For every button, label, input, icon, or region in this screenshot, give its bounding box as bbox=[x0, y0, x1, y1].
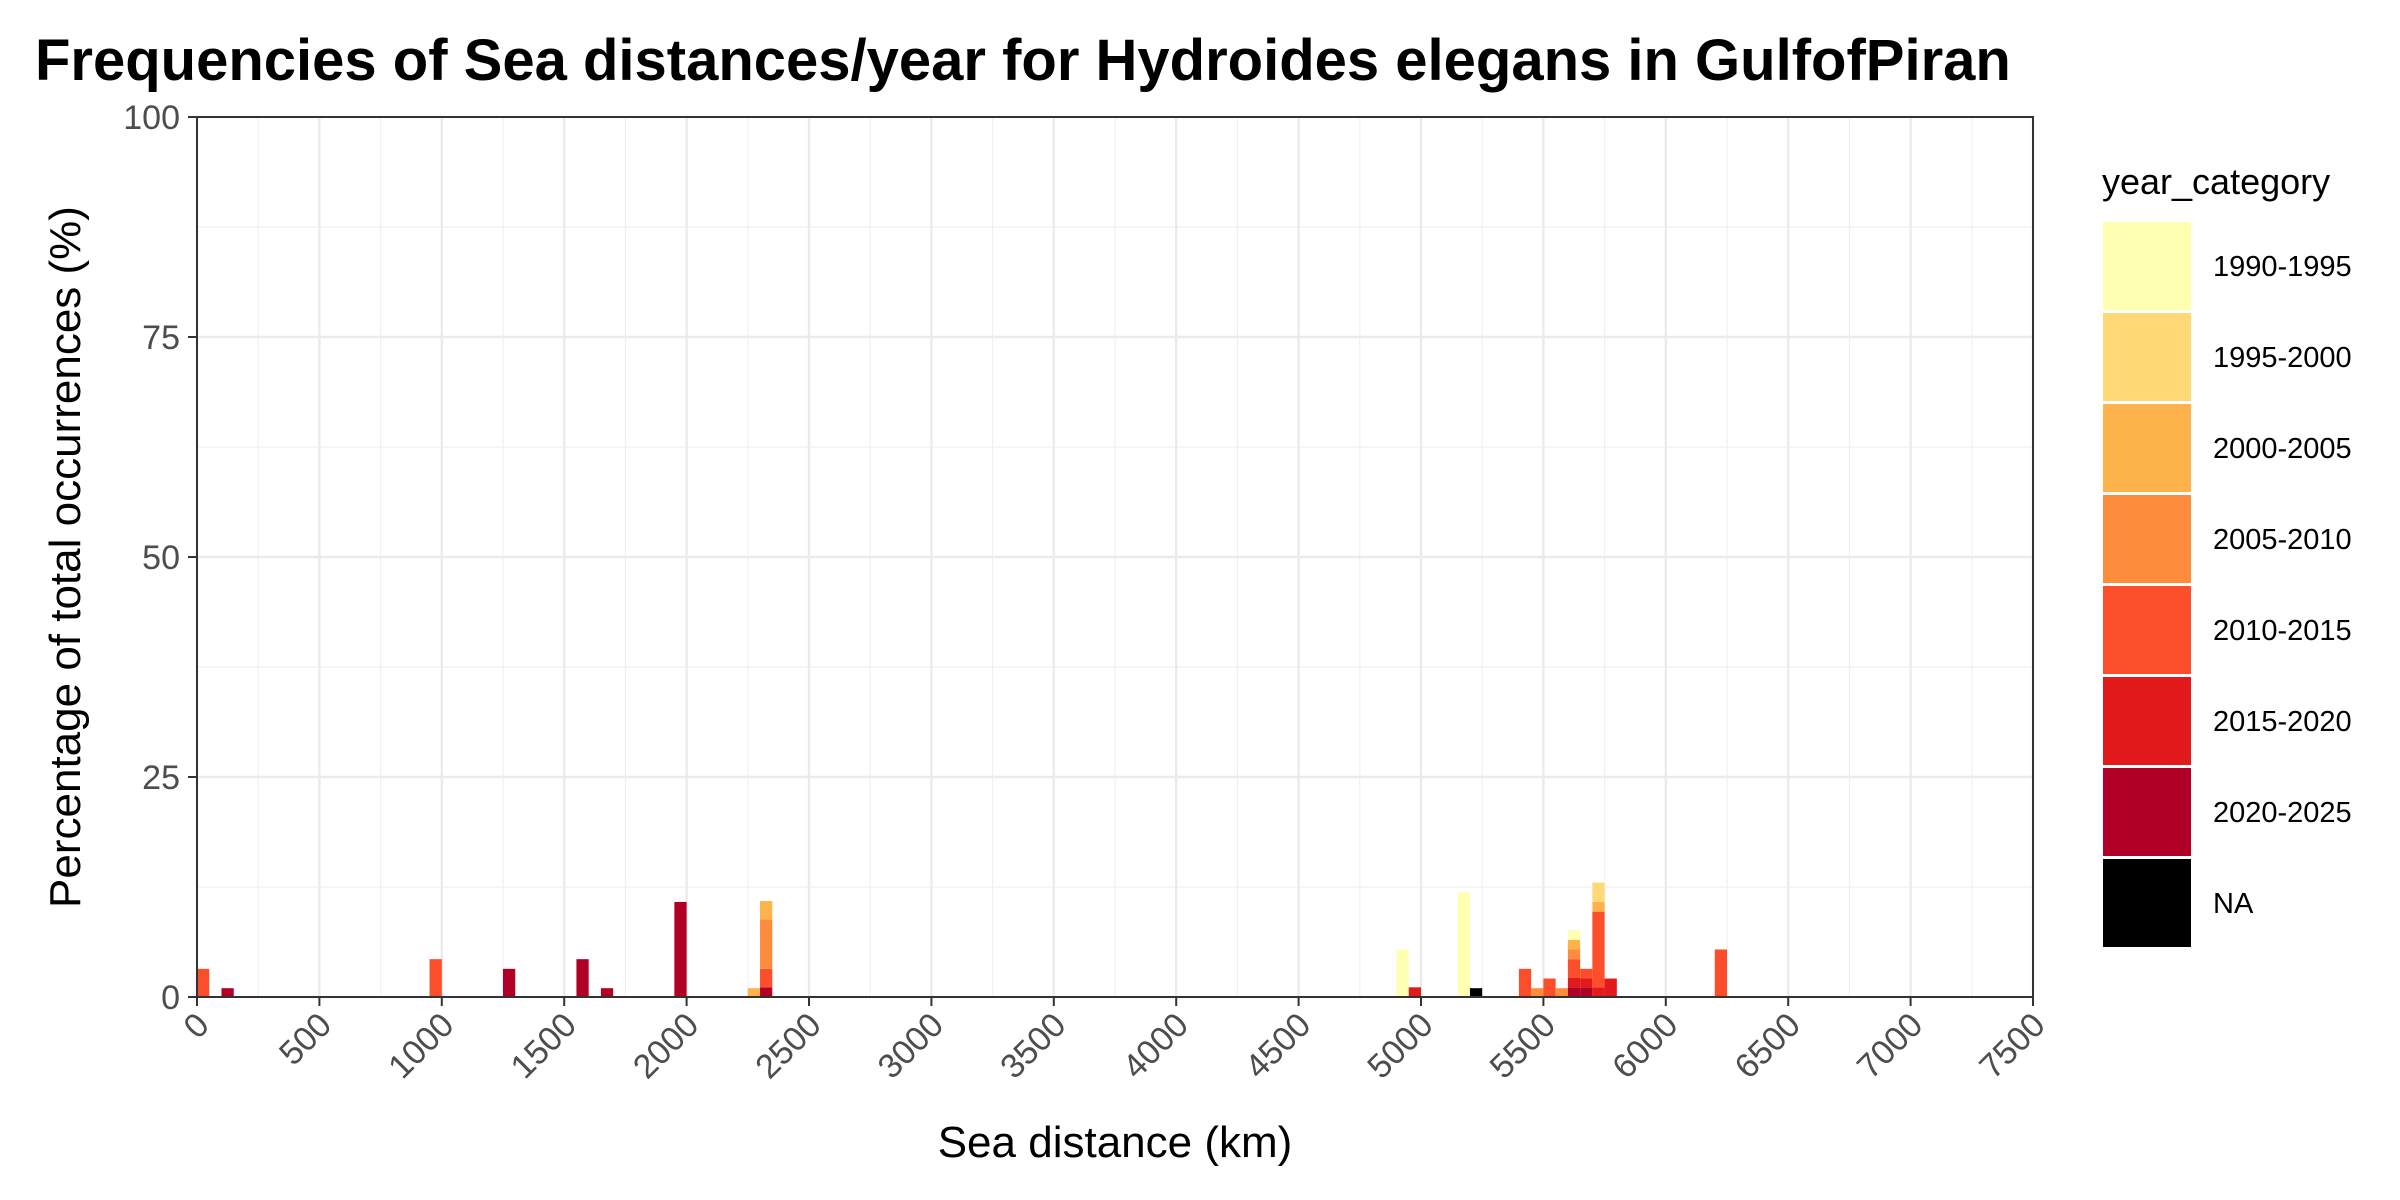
bar-segment bbox=[1457, 892, 1470, 997]
x-tick-label: 7500 bbox=[1972, 1006, 2052, 1086]
bar-segment bbox=[760, 968, 773, 988]
bar-segment bbox=[429, 959, 442, 997]
y-tick-label: 0 bbox=[161, 979, 180, 1017]
bar-segment bbox=[1396, 949, 1409, 997]
x-tick-label: 5000 bbox=[1360, 1006, 1440, 1086]
bar-segment bbox=[1567, 930, 1581, 940]
y-tick-label: 25 bbox=[142, 759, 180, 797]
bar-segment bbox=[1531, 988, 1544, 997]
y-tick-label: 100 bbox=[123, 99, 180, 137]
bar-segment bbox=[760, 987, 773, 997]
bar-segment bbox=[1518, 968, 1532, 997]
bars bbox=[197, 882, 1727, 997]
bar-segment bbox=[1555, 988, 1568, 997]
legend-label: 2010-2015 bbox=[2213, 615, 2352, 647]
bar-segment bbox=[1592, 911, 1605, 988]
legend-key bbox=[2103, 768, 2191, 856]
legend-label: 2000-2005 bbox=[2213, 433, 2352, 465]
bar-segment bbox=[1580, 987, 1593, 997]
x-tick-label: 2500 bbox=[748, 1006, 828, 1086]
bar-segment bbox=[1408, 987, 1421, 997]
legend-label: 1990-1995 bbox=[2213, 251, 2352, 283]
legend-key bbox=[2103, 586, 2191, 674]
bar-segment bbox=[1469, 988, 1483, 997]
bar-segment bbox=[1567, 977, 1581, 988]
x-tick-label: 3000 bbox=[871, 1006, 951, 1086]
y-tick-label: 50 bbox=[142, 539, 180, 577]
bar-segment bbox=[503, 968, 516, 997]
legend-label: NA bbox=[2213, 888, 2254, 920]
legend: year_category 1990-1995 1995-2000 2000-200… bbox=[2102, 161, 2352, 947]
x-tick-label: 6500 bbox=[1728, 1006, 1808, 1086]
x-tick-label: 5500 bbox=[1483, 1006, 1563, 1086]
bar-segment bbox=[1567, 959, 1581, 978]
bar-segment bbox=[600, 988, 614, 997]
x-tick-label: 0 bbox=[176, 1006, 216, 1046]
bar-segment bbox=[221, 988, 234, 997]
x-tick-label: 1500 bbox=[504, 1006, 584, 1086]
x-tick-label: 2000 bbox=[626, 1006, 706, 1086]
bar-segment bbox=[197, 968, 210, 997]
bar-segment bbox=[1592, 882, 1605, 902]
bar-segment bbox=[747, 988, 761, 997]
bar-segment bbox=[674, 901, 687, 997]
legend-label: 2005-2010 bbox=[2213, 524, 2352, 556]
x-axis: 0 500 1000 1500 2000 2500 3000 3500 4000 4500 5000… bbox=[176, 997, 2053, 1086]
legend-title: year_category bbox=[2102, 161, 2330, 202]
chart-title: Frequencies of Sea distances/year for Hy… bbox=[35, 28, 2011, 93]
y-axis-title: Percentage of total occurrences (%) bbox=[41, 206, 90, 908]
y-axis: 0 25 50 75 100 bbox=[123, 99, 197, 1017]
x-tick-label: 500 bbox=[272, 1006, 339, 1073]
legend-key bbox=[2103, 313, 2191, 401]
x-tick-label: 7000 bbox=[1850, 1006, 1930, 1086]
x-tick-label: 6000 bbox=[1605, 1006, 1685, 1086]
legend-label: 2015-2020 bbox=[2213, 706, 2352, 738]
bar-segment bbox=[1714, 949, 1727, 997]
bar-segment bbox=[1580, 968, 1593, 979]
x-tick-label: 4500 bbox=[1238, 1006, 1318, 1086]
bar-segment bbox=[1592, 901, 1605, 912]
x-axis-title: Sea distance (km) bbox=[938, 1118, 1293, 1167]
x-tick-label: 1000 bbox=[381, 1006, 461, 1086]
bar-segment bbox=[1543, 978, 1556, 997]
bar-segment bbox=[1592, 987, 1605, 997]
legend-key bbox=[2103, 677, 2191, 765]
bar-segment bbox=[1567, 987, 1581, 997]
bar-segment bbox=[576, 959, 589, 997]
legend-key bbox=[2103, 495, 2191, 583]
bar-segment bbox=[1604, 978, 1617, 997]
legend-label: 1995-2000 bbox=[2213, 342, 2352, 374]
bar-segment bbox=[1567, 949, 1581, 960]
x-tick-label: 4000 bbox=[1116, 1006, 1196, 1086]
bar-segment bbox=[760, 901, 773, 920]
plot-panel bbox=[195, 115, 2035, 999]
legend-key bbox=[2103, 222, 2191, 310]
legend-key bbox=[2103, 404, 2191, 492]
bar-segment bbox=[1580, 978, 1593, 988]
legend-label: 2020-2025 bbox=[2213, 797, 2352, 829]
y-tick-label: 75 bbox=[142, 319, 180, 357]
legend-key bbox=[2103, 859, 2191, 947]
bar-segment bbox=[1567, 939, 1581, 950]
legend-items: 1990-1995 1995-2000 2000-2005 2005-2010 2010… bbox=[2103, 222, 2352, 947]
bar-segment bbox=[760, 919, 773, 969]
x-tick-label: 3500 bbox=[993, 1006, 1073, 1086]
